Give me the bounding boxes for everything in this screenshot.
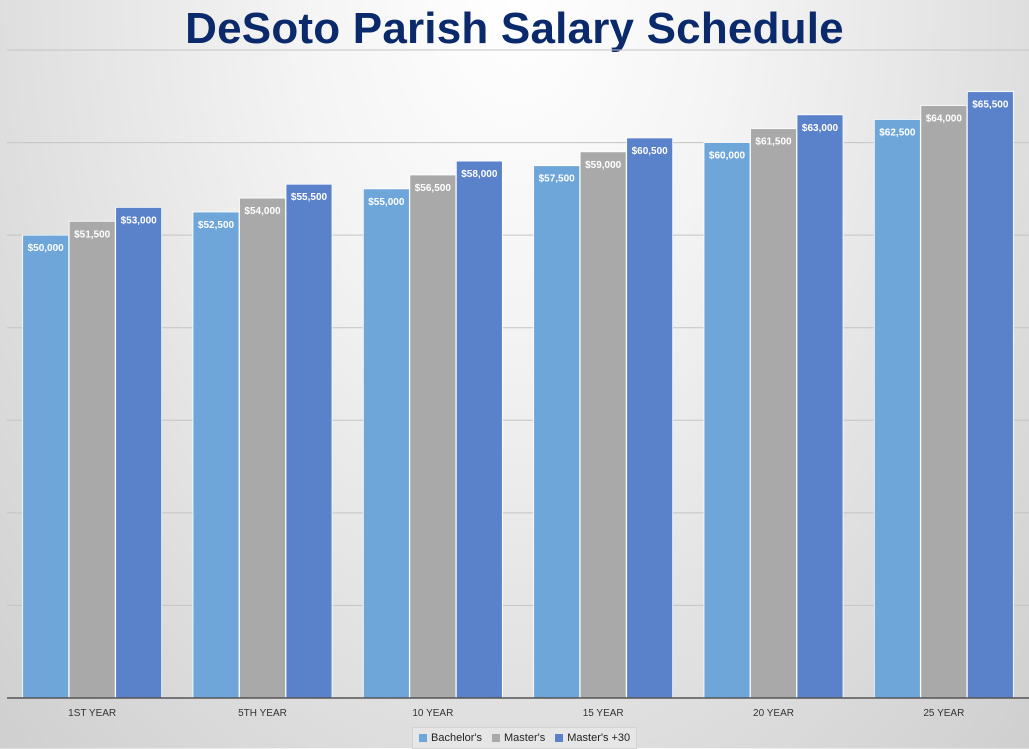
data-label: $53,000	[121, 215, 158, 226]
bar-bachelor-s-10-year[interactable]	[362, 188, 410, 699]
data-label: $59,000	[585, 160, 622, 171]
bar-master-s-30-25-year[interactable]	[966, 91, 1014, 699]
legend-item-masters-plus-30[interactable]: Master's +30	[555, 732, 630, 744]
bar-master-s-20-year[interactable]	[750, 128, 797, 699]
data-label: $58,000	[461, 169, 498, 180]
data-label: $56,500	[415, 183, 452, 194]
bar-bachelor-s-15-year[interactable]	[533, 165, 581, 699]
legend: Bachelor's Master's Master's +30	[412, 727, 638, 749]
bar-bachelor-s-1st-year[interactable]	[22, 234, 70, 699]
data-label: $64,000	[926, 114, 963, 125]
x-tick-label: 1ST YEAR	[68, 708, 116, 719]
data-label: $62,500	[879, 127, 916, 138]
x-tick-label: 5TH YEAR	[238, 708, 287, 719]
data-label: $54,000	[244, 206, 281, 217]
x-tick-labels: 1ST YEAR 5TH YEAR 10 YEAR 15 YEAR 20 YEAR 25 …	[68, 708, 964, 719]
data-label: $63,000	[802, 123, 839, 134]
gridlines	[7, 49, 1029, 606]
bar-master-s-10-year[interactable]	[409, 174, 457, 699]
legend-swatch-bachelors	[419, 734, 427, 742]
data-label: $52,500	[198, 220, 235, 231]
bar-bachelor-s-20-year[interactable]	[703, 142, 751, 699]
data-label: $65,500	[972, 100, 1009, 111]
bar-master-s-30-15-year[interactable]	[626, 137, 674, 699]
data-label: $51,500	[74, 229, 111, 240]
data-label: $55,000	[368, 197, 405, 208]
data-labels: $50,000 $51,500 $53,000 $52,500 $54,000 $55,5…	[28, 100, 1009, 254]
bar-master-s-30-5th-year[interactable]	[285, 183, 333, 699]
legend-swatch-masters-plus-30	[555, 734, 564, 742]
bar-bachelor-s-5th-year[interactable]	[192, 211, 240, 699]
legend-item-masters[interactable]: Master's	[492, 732, 545, 744]
data-label: $55,500	[291, 192, 328, 203]
data-label: $50,000	[28, 243, 65, 254]
x-tick-label: 10 YEAR	[412, 708, 453, 719]
x-tick-label: 25 YEAR	[923, 708, 964, 719]
data-label: $61,500	[755, 137, 792, 148]
bar-master-s-30-1st-year[interactable]	[115, 206, 163, 699]
legend-swatch-masters	[492, 734, 501, 742]
bar-master-s-30-10-year[interactable]	[455, 160, 503, 699]
x-tick-label: 15 YEAR	[583, 708, 624, 719]
bar-master-s-1st-year[interactable]	[68, 220, 116, 699]
bar-master-s-15-year[interactable]	[579, 151, 627, 699]
data-label: $60,500	[632, 146, 669, 157]
bars	[22, 91, 1014, 699]
data-label: $60,000	[709, 151, 746, 162]
legend-item-bachelors[interactable]: Bachelor's	[419, 732, 482, 744]
legend-label-masters-plus-30: Master's +30	[567, 732, 631, 744]
data-label: $57,500	[539, 174, 576, 185]
bar-master-s-5th-year[interactable]	[239, 197, 286, 699]
bar-master-s-30-20-year[interactable]	[796, 114, 844, 699]
bar-bachelor-s-25-year[interactable]	[873, 119, 921, 699]
chart-title: DeSoto Parish Salary Schedule	[185, 4, 844, 53]
x-tick-label: 20 YEAR	[753, 708, 794, 719]
bar-master-s-25-year[interactable]	[920, 105, 968, 699]
legend-label-bachelors: Bachelor's	[431, 732, 483, 744]
legend-label-masters: Master's	[504, 732, 546, 744]
